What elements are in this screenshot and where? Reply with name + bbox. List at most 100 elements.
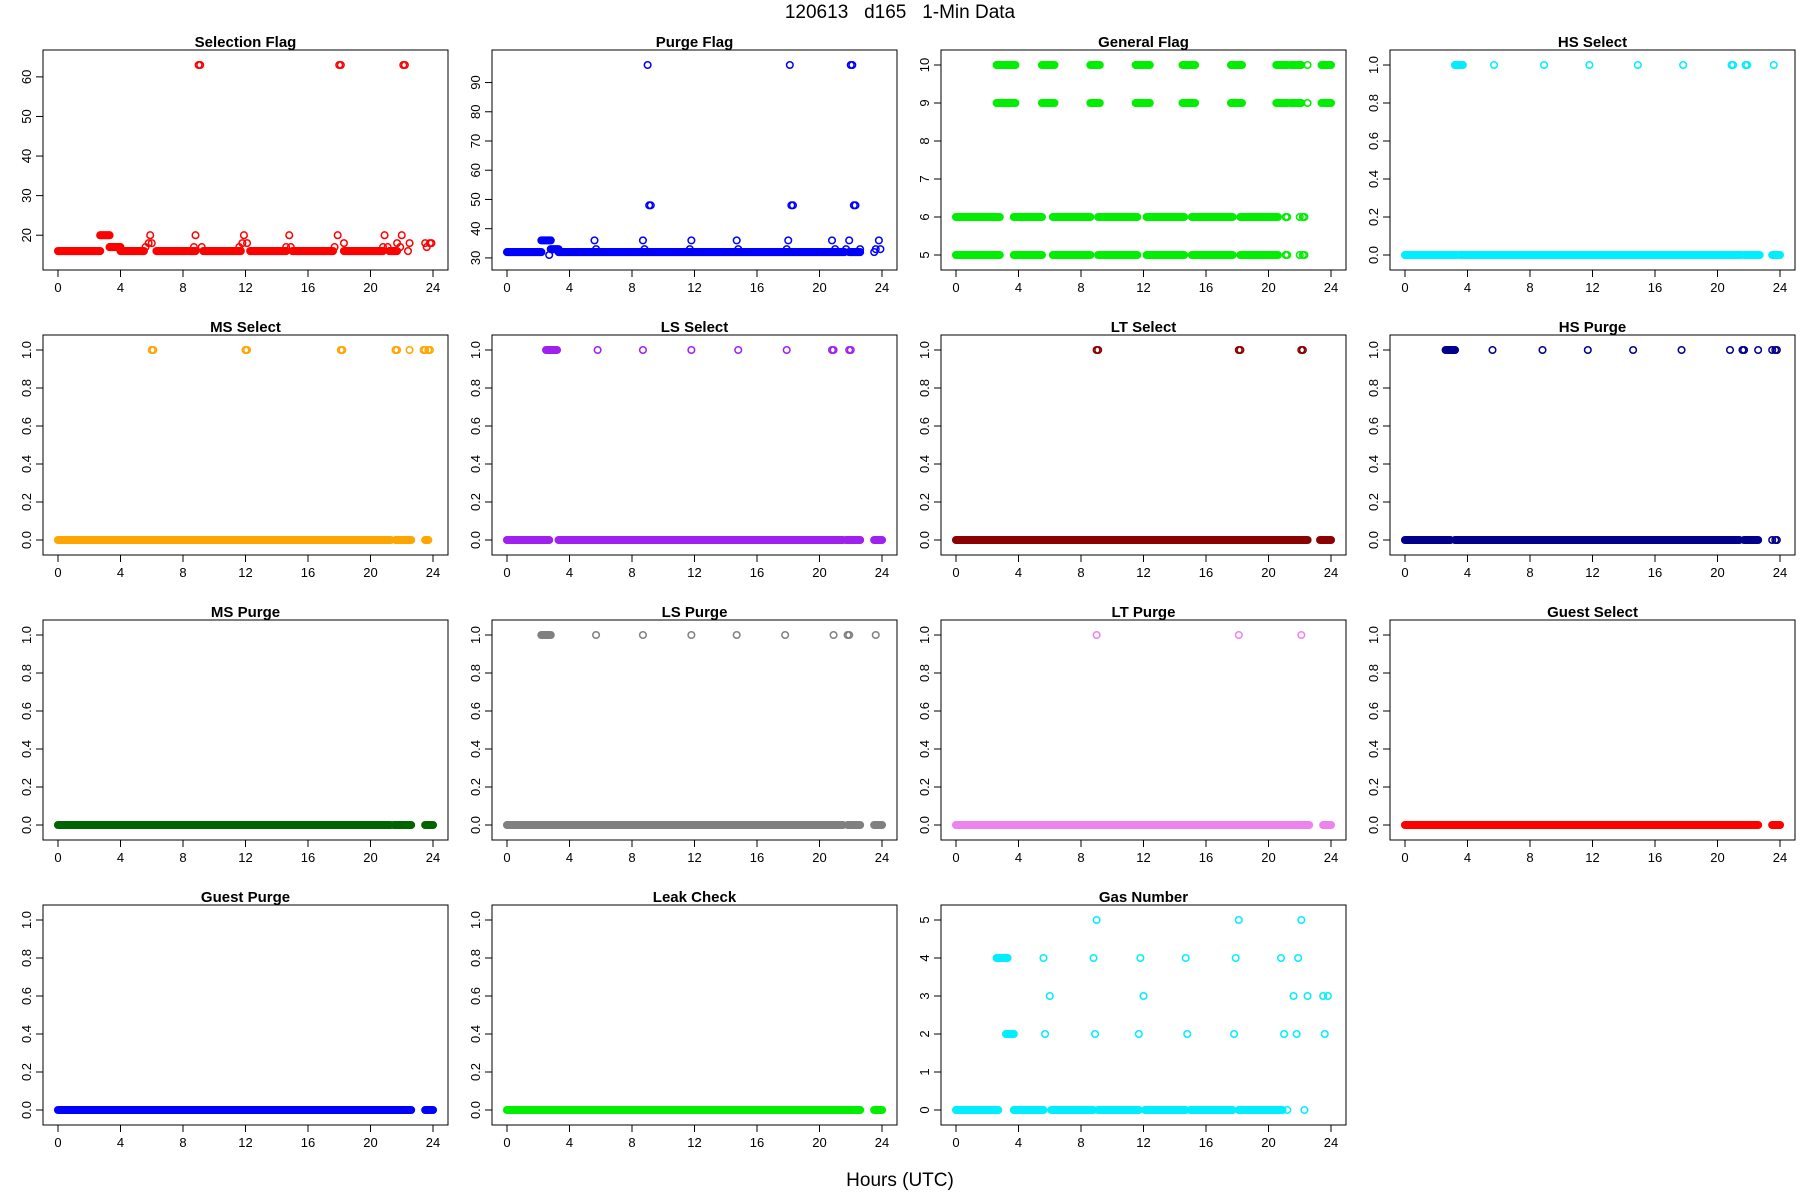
x-tick-label: 4 — [1015, 565, 1022, 580]
plot-frame — [940, 49, 1347, 271]
x-tick-label: 8 — [179, 1135, 186, 1150]
data-run — [992, 98, 1020, 108]
data-run — [1094, 250, 1142, 260]
data-run — [1086, 98, 1104, 108]
x-tick-label: 20 — [812, 565, 826, 580]
data-point — [871, 245, 880, 254]
data-point — [829, 345, 838, 355]
data-run — [554, 535, 847, 545]
data-point — [286, 243, 295, 252]
x-tick-label: 4 — [1015, 1135, 1022, 1150]
y-tick-label: 1.0 — [1366, 626, 1381, 644]
panel: Guest Select 0 4 8 12 16 20 24 0.0 0.2 0.4 0.6 0.8 1.… — [1366, 604, 1796, 865]
data-point — [643, 60, 652, 70]
panel-title: HS Select — [1558, 34, 1627, 51]
data-point — [1540, 60, 1549, 70]
data-point — [383, 243, 392, 252]
x-tick-label: 8 — [628, 1135, 635, 1150]
data-point — [876, 245, 885, 254]
y-tick-label: 80 — [468, 105, 483, 119]
page-title: 120613 d165 1-Min Data — [784, 2, 1016, 23]
data-point — [1298, 345, 1307, 355]
data-point — [1092, 630, 1101, 640]
x-tick-label: 12 — [1585, 850, 1599, 865]
x-tick-label: 12 — [238, 565, 252, 580]
x-tick-label: 24 — [426, 850, 440, 865]
data-point — [851, 201, 860, 210]
x-tick-label: 0 — [952, 1135, 959, 1150]
x-tick-label: 16 — [750, 850, 764, 865]
y-tick-label: 0.2 — [19, 493, 34, 511]
data-point — [403, 246, 413, 256]
data-point — [1295, 212, 1304, 222]
y-tick-label: 0.4 — [1366, 170, 1381, 188]
data-point — [593, 345, 602, 355]
data-point — [848, 60, 857, 70]
data-point — [1231, 953, 1240, 963]
y-tick-label: 0.6 — [917, 417, 932, 435]
data-run — [951, 250, 1004, 260]
x-tick-label: 16 — [301, 280, 315, 295]
data-point — [239, 231, 248, 240]
x-tick-label: 8 — [1526, 850, 1533, 865]
x-tick-label: 16 — [1648, 565, 1662, 580]
data-point — [1292, 1029, 1301, 1039]
x-tick-label: 4 — [117, 565, 124, 580]
x-tick-label: 20 — [363, 565, 377, 580]
panel: Selection Flag 0 4 8 12 16 20 24 20 30 40 50 60 — [19, 34, 449, 295]
y-tick-label: 0.6 — [1366, 132, 1381, 150]
y-tick-label: 0.6 — [468, 702, 483, 720]
y-tick-label: 0.6 — [19, 987, 34, 1005]
data-point — [1538, 345, 1547, 355]
x-tick-label: 24 — [426, 280, 440, 295]
x-tick-label: 8 — [179, 280, 186, 295]
data-point — [1039, 953, 1048, 963]
data-run — [1450, 60, 1467, 70]
y-tick-label: 1.0 — [1366, 341, 1381, 359]
x-tick-label: 4 — [566, 565, 573, 580]
panel-title: MS Purge — [211, 604, 280, 621]
data-point — [1300, 212, 1309, 222]
x-tick-label: 4 — [1015, 280, 1022, 295]
y-tick-label: 0.2 — [468, 493, 483, 511]
y-tick-label: 0.2 — [19, 1063, 34, 1081]
data-point — [871, 630, 880, 640]
data-point — [827, 236, 837, 245]
data-point — [545, 250, 554, 260]
data-point — [330, 243, 339, 252]
y-tick-label: 0.2 — [468, 778, 483, 796]
y-tick-label: 0.4 — [468, 1025, 483, 1043]
x-tick-label: 24 — [1324, 280, 1338, 295]
data-point — [829, 630, 838, 640]
y-tick-label: 0.6 — [917, 702, 932, 720]
x-tick-label: 0 — [503, 850, 510, 865]
data-point — [685, 245, 694, 254]
data-run — [1287, 820, 1314, 830]
data-point — [243, 345, 252, 355]
data-point — [1677, 345, 1686, 355]
data-point — [1297, 630, 1306, 640]
data-run — [1400, 250, 1461, 260]
data-point — [197, 243, 206, 252]
x-tick-label: 24 — [426, 1135, 440, 1150]
x-tick-label: 4 — [117, 280, 124, 295]
data-point — [397, 231, 406, 240]
y-tick-label: 0.2 — [917, 493, 932, 511]
data-point — [687, 236, 696, 245]
x-tick-label: 20 — [1261, 850, 1275, 865]
y-tick-label: 30 — [468, 251, 483, 265]
data-run — [1319, 820, 1336, 830]
y-tick-label: 0.2 — [468, 1063, 483, 1081]
y-tick-label: 8 — [917, 137, 932, 144]
data-point — [1294, 953, 1303, 963]
data-run — [1001, 1029, 1018, 1039]
y-tick-label: 0.0 — [917, 816, 932, 834]
data-point — [1300, 250, 1309, 260]
x-tick-label: 24 — [1773, 850, 1787, 865]
x-tick-label: 0 — [1401, 280, 1408, 295]
y-tick-label: 0.0 — [19, 1101, 34, 1119]
data-run — [1131, 60, 1154, 70]
panel: LT Select 0 4 8 12 16 20 24 0.0 0.2 0.4 0.6 0.8 1.0 — [917, 319, 1347, 580]
data-point — [189, 243, 198, 252]
data-run — [1234, 1105, 1287, 1115]
